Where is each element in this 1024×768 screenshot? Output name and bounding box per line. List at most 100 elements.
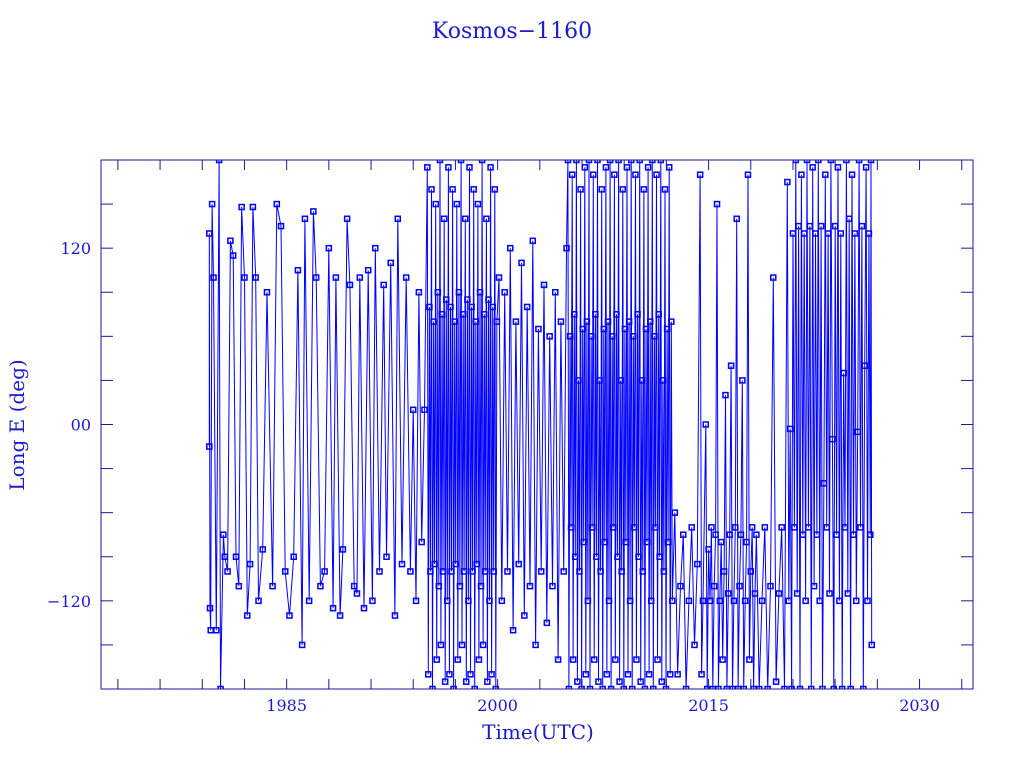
data-point: [775, 590, 783, 597]
data-point: [722, 391, 729, 399]
data-point: [750, 685, 757, 689]
data-point: [716, 597, 724, 605]
data-point: [791, 524, 798, 531]
data-point: [546, 333, 553, 340]
data-point: [838, 685, 846, 689]
data-point: [820, 480, 828, 487]
data-point: [600, 325, 608, 333]
data-point: [564, 160, 572, 164]
data-point: [391, 612, 399, 619]
axes: 120 00 −120 1985 2000 2015 2030: [47, 159, 974, 715]
data-point: [434, 289, 442, 296]
data-point: [498, 597, 506, 605]
data-point: [504, 568, 511, 575]
data-point: [492, 685, 500, 689]
data-point: [824, 230, 832, 237]
data-point: [290, 553, 297, 560]
data-point: [740, 685, 747, 689]
data-point: [598, 186, 605, 193]
data-point: [584, 597, 592, 605]
data-point: [439, 568, 447, 575]
data-point: [747, 568, 755, 575]
data-point: [273, 200, 281, 208]
data-point: [617, 377, 624, 384]
data-point: [473, 560, 481, 568]
data-point: [680, 531, 687, 538]
data-point: [210, 274, 217, 281]
data-point: [491, 186, 499, 193]
data-point: [456, 582, 464, 590]
data-point: [592, 311, 599, 318]
data-point: [802, 597, 809, 605]
data-point: [490, 568, 497, 575]
data-point: [761, 524, 769, 531]
data-point: [699, 597, 707, 605]
data-point: [486, 597, 493, 605]
data-point: [206, 443, 213, 450]
data-point: [518, 259, 525, 267]
data-point: [636, 160, 643, 164]
data-point: [685, 597, 693, 605]
data-point: [612, 656, 619, 663]
data-point: [867, 531, 874, 538]
data-point: [474, 200, 482, 208]
data-point: [488, 671, 495, 678]
data-point: [507, 244, 514, 252]
data-point: [850, 531, 857, 538]
data-point: [572, 553, 579, 560]
data-point: [615, 160, 622, 164]
data-point: [523, 303, 531, 311]
data-point: [831, 222, 839, 230]
data-point: [571, 311, 578, 318]
data-point: [596, 377, 603, 384]
data-point: [526, 582, 534, 590]
data-point: [677, 582, 684, 590]
data-point: [645, 671, 653, 678]
data-point: [809, 164, 816, 171]
data-point: [566, 333, 574, 340]
data-point: [840, 369, 847, 377]
data-point: [812, 230, 819, 237]
data-point: [751, 590, 759, 597]
data-point: [646, 318, 654, 325]
data-point: [708, 524, 715, 531]
data-point: [424, 164, 431, 171]
data-point: [569, 656, 577, 663]
data-point: [781, 685, 788, 689]
data-point: [734, 685, 742, 689]
data-point: [521, 612, 528, 619]
data-point: [568, 171, 576, 178]
data-point: [232, 553, 240, 560]
data-point: [830, 685, 838, 689]
data-point: [755, 685, 763, 689]
data-point: [449, 186, 456, 193]
data-point: [865, 230, 873, 237]
data-point: [851, 230, 859, 237]
data-point: [369, 597, 376, 605]
data-point: [398, 560, 406, 568]
data-point: [746, 656, 753, 663]
data-point: [457, 160, 465, 164]
series-line: [208, 160, 873, 689]
data-point: [332, 274, 340, 281]
data-point: [837, 230, 845, 237]
data-point: [630, 333, 637, 340]
data-point: [436, 160, 444, 164]
data-point: [817, 222, 825, 230]
data-point: [587, 333, 595, 340]
data-point: [637, 678, 644, 685]
data-point: [321, 568, 328, 575]
data-point: [609, 524, 617, 531]
data-point: [451, 318, 458, 325]
data-point: [732, 524, 739, 531]
data-point: [847, 685, 854, 689]
data-point: [585, 160, 593, 164]
data-point: [244, 612, 251, 619]
data-point: [595, 678, 602, 685]
data-point: [475, 656, 483, 663]
data-point: [421, 406, 428, 414]
data-point: [800, 230, 808, 237]
data-point: [593, 553, 600, 560]
data-point: [594, 160, 601, 164]
data-point: [477, 582, 485, 590]
